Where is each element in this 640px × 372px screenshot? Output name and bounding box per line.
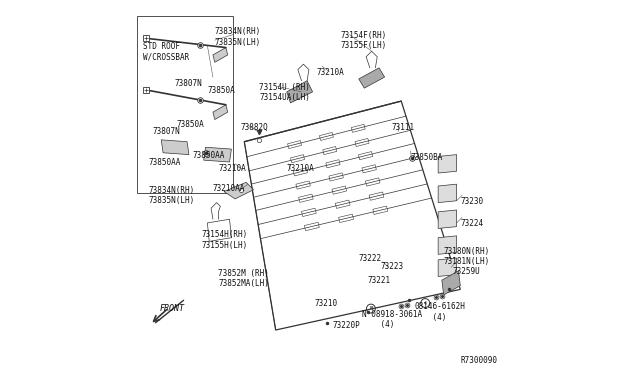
Polygon shape	[213, 105, 228, 119]
Text: 73210: 73210	[314, 299, 337, 308]
Polygon shape	[296, 181, 310, 189]
Polygon shape	[438, 184, 456, 203]
Text: 4: 4	[424, 301, 427, 305]
Text: 73220P: 73220P	[333, 321, 361, 330]
Text: 73850A: 73850A	[176, 119, 204, 129]
Text: 73154U (RH)
73154UA(LH): 73154U (RH) 73154UA(LH)	[259, 83, 310, 102]
Text: N 08918-3061A
    (4): N 08918-3061A (4)	[362, 310, 422, 329]
Text: 73154F(RH)
73155F(LH): 73154F(RH) 73155F(LH)	[340, 31, 387, 50]
Text: 73222: 73222	[359, 254, 382, 263]
Text: 73807N: 73807N	[152, 127, 180, 136]
Polygon shape	[358, 151, 372, 160]
Polygon shape	[438, 258, 456, 276]
Text: 08146-6162H
    (4): 08146-6162H (4)	[414, 302, 465, 322]
Polygon shape	[224, 182, 253, 199]
Text: 73882Q: 73882Q	[241, 123, 268, 132]
Polygon shape	[365, 178, 380, 186]
Text: 73224: 73224	[460, 219, 483, 228]
Polygon shape	[351, 124, 365, 132]
Polygon shape	[438, 155, 456, 173]
Polygon shape	[329, 173, 343, 181]
Polygon shape	[301, 208, 316, 217]
Text: 73850A: 73850A	[207, 86, 235, 95]
Polygon shape	[438, 210, 456, 228]
Text: 73223: 73223	[381, 262, 404, 271]
Text: 73807N: 73807N	[174, 79, 202, 88]
Text: 73210AA: 73210AA	[213, 184, 245, 193]
Polygon shape	[373, 206, 388, 214]
Text: 73154H(RH)
73155H(LH): 73154H(RH) 73155H(LH)	[202, 230, 248, 250]
Text: FRONT: FRONT	[159, 304, 184, 313]
Polygon shape	[442, 271, 460, 295]
Polygon shape	[355, 138, 369, 147]
Polygon shape	[369, 192, 384, 200]
Text: 73834N(RH)
73835N(LH): 73834N(RH) 73835N(LH)	[148, 186, 195, 205]
Text: R7300090: R7300090	[460, 356, 497, 365]
Text: N: N	[369, 306, 372, 311]
Polygon shape	[323, 147, 337, 155]
Text: 73259U: 73259U	[453, 267, 481, 276]
Text: 73850AA: 73850AA	[148, 158, 180, 167]
Text: 73834N(RH)
73835N(LH): 73834N(RH) 73835N(LH)	[215, 27, 261, 46]
Text: 73210A: 73210A	[316, 68, 344, 77]
Polygon shape	[326, 160, 340, 168]
Text: 73210A: 73210A	[218, 164, 246, 173]
Polygon shape	[213, 48, 228, 62]
Polygon shape	[335, 200, 350, 208]
Polygon shape	[287, 141, 301, 148]
Polygon shape	[161, 140, 189, 155]
Polygon shape	[438, 236, 456, 254]
Polygon shape	[204, 147, 232, 162]
Text: 73210A: 73210A	[287, 164, 314, 173]
Polygon shape	[362, 165, 376, 173]
Polygon shape	[332, 186, 347, 194]
Text: 73230: 73230	[460, 197, 483, 206]
Polygon shape	[339, 214, 353, 222]
Text: 73221: 73221	[368, 276, 391, 285]
Polygon shape	[291, 155, 305, 163]
Text: 73850AA: 73850AA	[193, 151, 225, 160]
Polygon shape	[359, 68, 385, 88]
Text: 73180N(RH)
73181N(LH): 73180N(RH) 73181N(LH)	[444, 247, 490, 266]
Polygon shape	[319, 132, 333, 141]
Text: STD ROOF
W/CROSSBAR: STD ROOF W/CROSSBAR	[143, 42, 189, 61]
Polygon shape	[299, 194, 313, 202]
Polygon shape	[207, 219, 232, 241]
Polygon shape	[293, 168, 307, 176]
Text: 73850BA: 73850BA	[410, 153, 443, 162]
Text: 73111: 73111	[392, 123, 415, 132]
Text: 73852M (RH)
73852MA(LH): 73852M (RH) 73852MA(LH)	[218, 269, 269, 288]
Polygon shape	[305, 222, 319, 231]
Polygon shape	[287, 81, 312, 103]
